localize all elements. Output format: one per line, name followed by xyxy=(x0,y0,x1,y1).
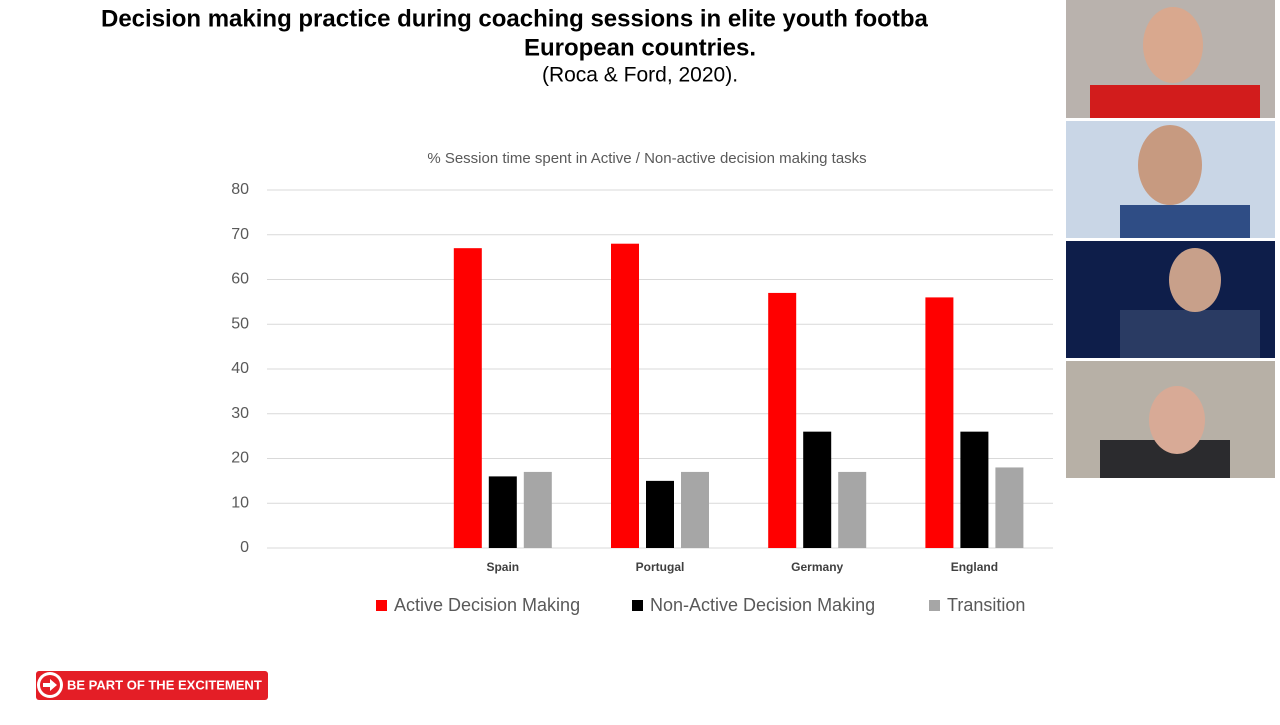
bar xyxy=(768,292,797,548)
banner-arrow xyxy=(43,679,57,691)
plot: 0 10 20 30 40 50 60 70 80 Spain Portugal Germany Eng… xyxy=(231,181,1053,615)
y-tick-label: 80 xyxy=(231,181,249,198)
x-tick-label: Spain xyxy=(486,560,519,574)
tile-strip xyxy=(1065,0,1280,720)
citation: (Roca & Ford, 2020). xyxy=(542,64,738,87)
banner-text: BE PART OF THE EXCITEMENT xyxy=(67,677,262,692)
y-tick-label: 10 xyxy=(231,494,249,511)
bar xyxy=(838,471,867,548)
bar xyxy=(523,471,552,548)
legend-label: Non-Active Decision Making xyxy=(650,595,875,615)
video-person xyxy=(1090,85,1260,118)
slide-title: Decision making practice during coaching… xyxy=(101,5,928,32)
y-tick-label: 30 xyxy=(231,405,249,422)
bar xyxy=(453,248,482,549)
y-tick-label: 70 xyxy=(231,226,249,243)
legend-label: Transition xyxy=(947,595,1025,615)
y-tick-label: 20 xyxy=(231,450,249,467)
x-tick-label: England xyxy=(951,560,998,574)
banner-bg xyxy=(36,671,268,700)
video-person xyxy=(1169,248,1221,312)
x-tick-label: Portugal xyxy=(636,560,685,574)
y-tick-label: 60 xyxy=(231,271,249,288)
bar xyxy=(488,476,517,548)
banner: BE PART OF THE EXCITEMENT xyxy=(36,671,268,700)
bar xyxy=(995,467,1024,548)
video-tiles xyxy=(1065,0,1280,720)
video-person xyxy=(1143,7,1203,83)
bar xyxy=(611,243,639,548)
video-person xyxy=(1120,205,1250,238)
y-tick-label: 0 xyxy=(240,539,249,556)
video-person xyxy=(1149,386,1205,454)
chart-title: % Session time spent in Active / Non-act… xyxy=(427,150,866,167)
video-person xyxy=(1120,310,1260,358)
legend-label: Active Decision Making xyxy=(394,595,580,615)
legend-swatch xyxy=(929,600,940,611)
legend-swatch xyxy=(376,600,387,611)
bar xyxy=(681,471,709,548)
video-person xyxy=(1138,125,1202,205)
legend-swatch xyxy=(632,600,643,611)
x-tick-label: Germany xyxy=(791,560,843,574)
y-tick-label: 50 xyxy=(231,315,249,332)
bar xyxy=(960,431,989,548)
bar xyxy=(925,297,954,548)
y-tick-label: 40 xyxy=(231,360,249,377)
bar xyxy=(803,431,832,548)
slide-title: European countries. xyxy=(524,34,756,61)
bar xyxy=(646,480,674,548)
